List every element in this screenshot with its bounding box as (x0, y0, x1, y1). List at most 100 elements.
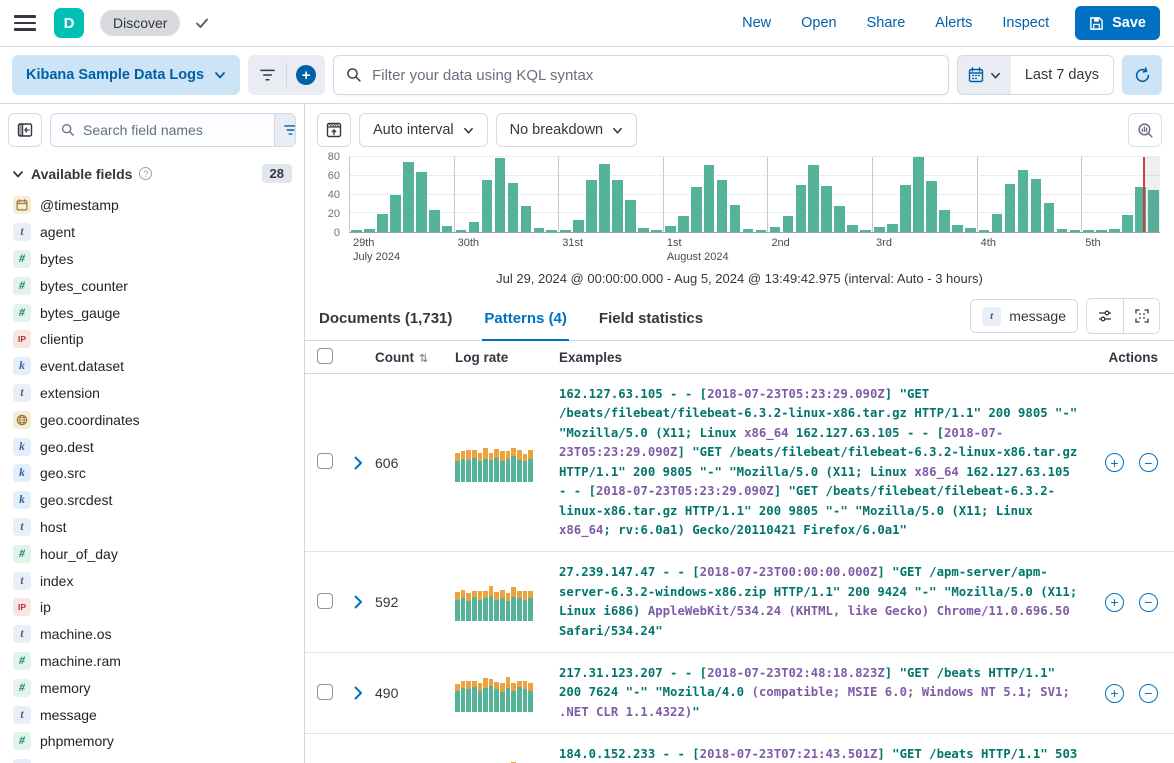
histogram-bar[interactable] (1096, 230, 1107, 232)
time-range-label[interactable]: Last 7 days (1024, 67, 1099, 83)
field-filter-button[interactable]: 0 (274, 114, 295, 146)
histogram-bar[interactable] (665, 226, 676, 232)
field-item-bytes[interactable]: # bytes (8, 246, 296, 273)
histogram-bar[interactable] (520, 205, 532, 232)
nav-link-open[interactable]: Open (801, 15, 837, 31)
select-all-checkbox[interactable] (317, 347, 333, 364)
edit-visualization-button[interactable] (1128, 113, 1162, 147)
field-item-memory[interactable]: # memory (8, 674, 296, 701)
histogram-bar[interactable] (599, 163, 610, 232)
histogram-bar[interactable] (1135, 187, 1146, 232)
histogram-bar[interactable] (860, 230, 871, 232)
histogram-bar[interactable] (1109, 229, 1120, 232)
field-item-extension[interactable]: t extension (8, 380, 296, 407)
field-item-message[interactable]: t message (8, 701, 296, 728)
row-checkbox[interactable] (317, 453, 333, 470)
save-button[interactable]: Save (1075, 6, 1160, 40)
expand-row-button[interactable] (341, 455, 375, 471)
field-item-bytes_counter[interactable]: # bytes_counter (8, 272, 296, 299)
breadcrumb[interactable]: Discover (100, 10, 181, 36)
histogram-bar[interactable] (351, 230, 362, 232)
field-item-hour_of_day[interactable]: # hour_of_day (8, 540, 296, 567)
histogram-bar[interactable] (951, 224, 963, 232)
app-logo[interactable]: D (54, 8, 84, 38)
histogram-bar[interactable] (677, 216, 689, 232)
histogram-bar[interactable] (377, 214, 388, 232)
histogram-bar[interactable] (887, 223, 898, 232)
histogram-bar[interactable] (1017, 170, 1029, 232)
histogram-bar[interactable] (586, 180, 597, 232)
data-view-picker[interactable]: Kibana Sample Data Logs (12, 55, 241, 95)
available-fields-header[interactable]: Available fields ? 28 (12, 164, 292, 183)
tab-patterns[interactable]: Patterns (4) (482, 300, 569, 341)
histogram-bar[interactable] (481, 180, 493, 232)
histogram-chart[interactable]: 0 20 40 60 80 29th July 2024 30th 31st 1st August… (317, 151, 1160, 263)
filter-for-pattern-button[interactable]: + (1105, 592, 1124, 612)
histogram-bar[interactable] (938, 209, 950, 232)
histogram-bar[interactable] (390, 195, 401, 232)
histogram-bar[interactable] (533, 228, 545, 232)
expand-row-button[interactable] (341, 685, 375, 701)
refresh-button[interactable] (1122, 55, 1162, 95)
histogram-bar[interactable] (364, 229, 375, 232)
expand-row-button[interactable] (341, 594, 375, 610)
chart-options-button[interactable] (317, 113, 351, 147)
histogram-bar[interactable] (468, 221, 480, 232)
menu-icon[interactable] (14, 15, 36, 31)
collapse-sidebar-button[interactable] (8, 113, 42, 147)
histogram-bar[interactable] (1148, 189, 1159, 232)
histogram-bar[interactable] (1030, 178, 1042, 232)
histogram-bar[interactable] (441, 226, 453, 232)
histogram-bar[interactable] (1069, 230, 1081, 232)
fullscreen-button[interactable] (1123, 299, 1159, 333)
histogram-bar[interactable] (900, 185, 911, 232)
histogram-bar[interactable] (651, 230, 662, 232)
row-checkbox[interactable] (317, 592, 333, 609)
filter-for-pattern-button[interactable]: + (1105, 453, 1124, 473)
nav-link-new[interactable]: New (742, 15, 772, 31)
histogram-bar[interactable] (1004, 184, 1016, 232)
field-item-ip[interactable]: IP ip (8, 594, 296, 621)
filter-out-pattern-button[interactable]: − (1139, 683, 1158, 703)
field-item-index[interactable]: t index (8, 567, 296, 594)
row-checkbox[interactable] (317, 683, 333, 700)
histogram-bar[interactable] (612, 180, 623, 232)
histogram-bar[interactable] (625, 200, 636, 232)
histogram-bar[interactable] (834, 205, 845, 232)
interval-dropdown[interactable]: Auto interval (359, 113, 488, 147)
field-item-geo-dest[interactable]: k geo.dest (8, 433, 296, 460)
kql-search-bar[interactable] (333, 55, 949, 95)
field-item-phpmemory[interactable]: # phpmemory (8, 728, 296, 755)
field-item-geo-src[interactable]: k geo.src (8, 460, 296, 487)
calendar-dropdown[interactable] (957, 56, 1011, 94)
field-item-agent[interactable]: t agent (8, 219, 296, 246)
filter-out-pattern-button[interactable]: − (1139, 453, 1158, 473)
kql-input[interactable] (372, 66, 936, 84)
add-filter-button[interactable]: + (287, 55, 325, 95)
histogram-bar[interactable] (926, 181, 937, 232)
histogram-bar[interactable] (402, 161, 414, 232)
histogram-bar[interactable] (1122, 215, 1133, 232)
histogram-bar[interactable] (507, 183, 519, 232)
field-item-bytes_gauge[interactable]: # bytes_gauge (8, 299, 296, 326)
histogram-bar[interactable] (546, 230, 558, 232)
histogram-bar[interactable] (638, 228, 649, 232)
histogram-bar[interactable] (703, 164, 715, 232)
histogram-bar[interactable] (729, 204, 741, 232)
field-item-host[interactable]: t host (8, 514, 296, 541)
histogram-bar[interactable] (808, 164, 820, 232)
nav-link-inspect[interactable]: Inspect (1002, 15, 1050, 31)
field-item-machine-os[interactable]: t machine.os (8, 621, 296, 648)
histogram-bar[interactable] (755, 230, 767, 232)
histogram-bar[interactable] (560, 230, 571, 232)
histogram-bar[interactable] (769, 227, 781, 232)
count-column-header[interactable]: Count ⇅ (375, 349, 429, 365)
nav-link-share[interactable]: Share (866, 15, 906, 31)
field-item--timestamp[interactable]: @timestamp (8, 192, 296, 219)
field-item-clientip[interactable]: IP clientip (8, 326, 296, 353)
tab-field-statistics[interactable]: Field statistics (598, 310, 704, 327)
field-item-machine-ram[interactable]: # machine.ram (8, 648, 296, 675)
histogram-bar[interactable] (690, 187, 702, 232)
histogram-bar[interactable] (1043, 202, 1055, 232)
histogram-bar[interactable] (964, 228, 976, 232)
